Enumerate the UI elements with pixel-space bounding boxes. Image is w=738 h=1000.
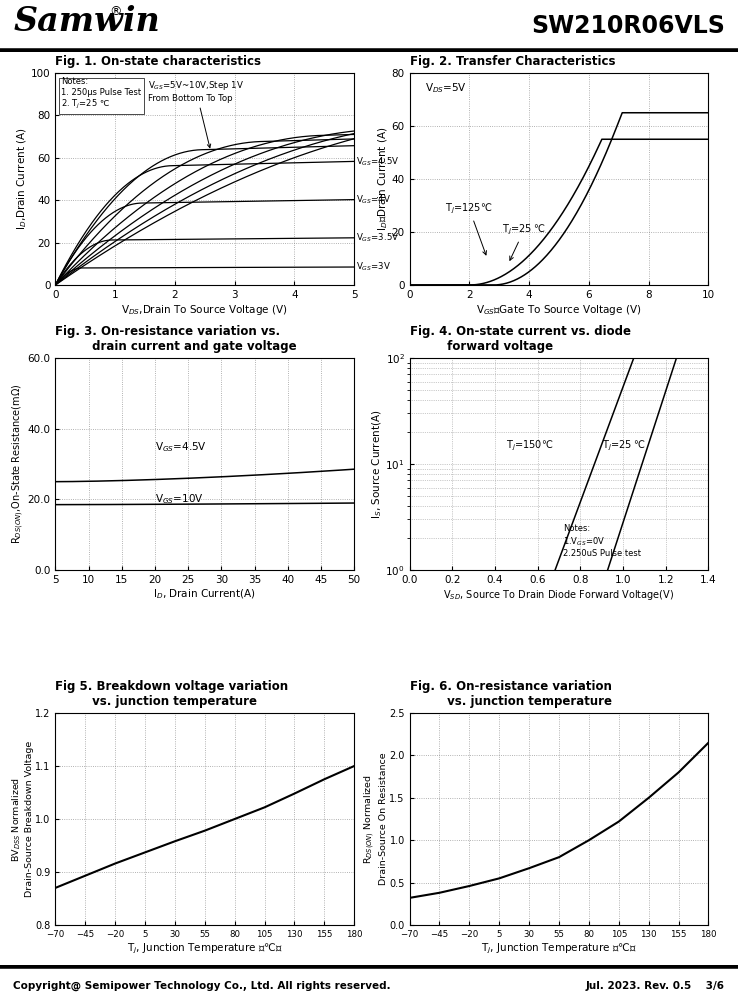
Text: Fig. 4. On-state current vs. diode
         forward voltage: Fig. 4. On-state current vs. diode forwa… bbox=[410, 325, 630, 353]
Text: T$_j$=125℃: T$_j$=125℃ bbox=[446, 201, 493, 255]
X-axis label: V$_{DS}$,Drain To Source Voltage (V): V$_{DS}$,Drain To Source Voltage (V) bbox=[122, 303, 288, 317]
Y-axis label: I$_D$,Drain Current (A): I$_D$,Drain Current (A) bbox=[16, 128, 30, 230]
Text: V$_{GS}$=5V~10V,Step 1V
From Bottom To Top: V$_{GS}$=5V~10V,Step 1V From Bottom To T… bbox=[148, 79, 244, 148]
Y-axis label: R$_{DS(ON)}$,On-State Resistance(mΩ): R$_{DS(ON)}$,On-State Resistance(mΩ) bbox=[10, 384, 26, 544]
Text: V$_{DS}$=5V: V$_{DS}$=5V bbox=[424, 81, 466, 95]
Text: Fig. 1. On-state characteristics: Fig. 1. On-state characteristics bbox=[55, 55, 261, 68]
Text: V$_{GS}$=3V: V$_{GS}$=3V bbox=[356, 261, 391, 273]
X-axis label: V$_{SD}$, Source To Drain Diode Forward Voltage(V): V$_{SD}$, Source To Drain Diode Forward … bbox=[444, 588, 675, 602]
Text: Notes:
1.V$_{GS}$=0V
2.250uS Pulse test: Notes: 1.V$_{GS}$=0V 2.250uS Pulse test bbox=[563, 524, 641, 558]
Text: SW210R06VLS: SW210R06VLS bbox=[531, 14, 725, 38]
Y-axis label: R$_{DS(ON)}$ Normalized
Drain-Source On Resistance: R$_{DS(ON)}$ Normalized Drain-Source On … bbox=[362, 753, 388, 885]
Text: V$_{GS}$=4.5V: V$_{GS}$=4.5V bbox=[356, 155, 399, 168]
Text: V$_{GS}$=3.5V: V$_{GS}$=3.5V bbox=[356, 232, 399, 244]
Text: Jul. 2023. Rev. 0.5    3/6: Jul. 2023. Rev. 0.5 3/6 bbox=[586, 981, 725, 991]
Text: ®: ® bbox=[109, 5, 122, 18]
Text: Fig. 2. Transfer Characteristics: Fig. 2. Transfer Characteristics bbox=[410, 55, 615, 68]
Text: Fig. 6. On-resistance variation
         vs. junction temperature: Fig. 6. On-resistance variation vs. junc… bbox=[410, 680, 612, 708]
X-axis label: T$_j$, Junction Temperature （℃）: T$_j$, Junction Temperature （℃） bbox=[481, 942, 637, 956]
Text: V$_{GS}$=4.5V: V$_{GS}$=4.5V bbox=[155, 440, 207, 454]
Text: Fig. 3. On-resistance variation vs.
         drain current and gate voltage: Fig. 3. On-resistance variation vs. drai… bbox=[55, 325, 297, 353]
Y-axis label: I$_D$，Drain Current (A): I$_D$，Drain Current (A) bbox=[376, 127, 390, 231]
Text: T$_j$=25 ℃: T$_j$=25 ℃ bbox=[503, 222, 546, 260]
Text: Fig 5. Breakdown voltage variation
         vs. junction temperature: Fig 5. Breakdown voltage variation vs. j… bbox=[55, 680, 289, 708]
X-axis label: V$_{GS}$，Gate To Source Voltage (V): V$_{GS}$，Gate To Source Voltage (V) bbox=[476, 303, 642, 317]
Text: V$_{GS}$=4V: V$_{GS}$=4V bbox=[356, 193, 391, 206]
X-axis label: I$_D$, Drain Current(A): I$_D$, Drain Current(A) bbox=[154, 588, 256, 601]
Text: T$_j$=150℃: T$_j$=150℃ bbox=[506, 439, 553, 453]
Text: Samwin: Samwin bbox=[13, 5, 160, 38]
Text: Notes:
1. 250μs Pulse Test
2. T$_j$=25 ℃: Notes: 1. 250μs Pulse Test 2. T$_j$=25 ℃ bbox=[61, 77, 142, 111]
Text: T$_j$=25 ℃: T$_j$=25 ℃ bbox=[601, 439, 646, 453]
Text: Copyright@ Semipower Technology Co., Ltd. All rights reserved.: Copyright@ Semipower Technology Co., Ltd… bbox=[13, 981, 391, 991]
X-axis label: T$_j$, Junction Temperature （℃）: T$_j$, Junction Temperature （℃） bbox=[127, 942, 283, 956]
Y-axis label: BV$_{DSS}$ Normalized
Drain-Source Breakdown Voltage: BV$_{DSS}$ Normalized Drain-Source Break… bbox=[11, 741, 34, 897]
Y-axis label: I$_S$, Source Current(A): I$_S$, Source Current(A) bbox=[370, 409, 384, 519]
Text: V$_{GS}$=10V: V$_{GS}$=10V bbox=[155, 492, 204, 506]
